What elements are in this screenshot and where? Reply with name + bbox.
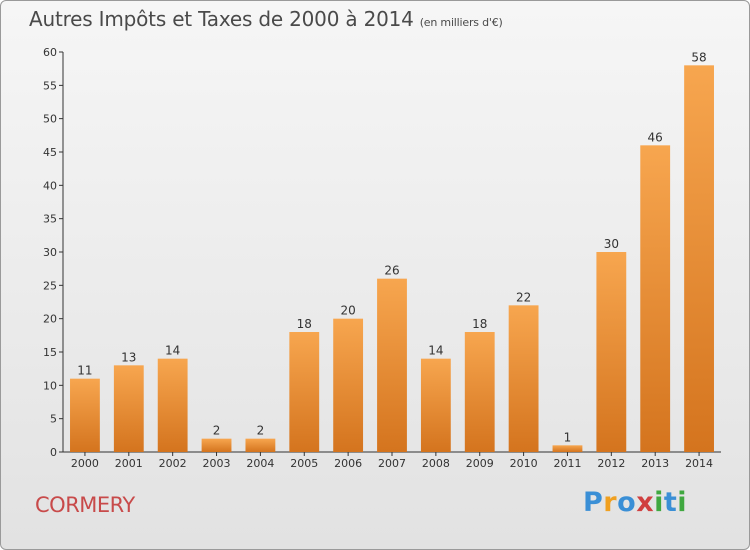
bar (684, 65, 714, 452)
bar (113, 365, 144, 452)
bar-value-label: 13 (121, 350, 136, 364)
x-tick-label: 2003 (203, 457, 231, 470)
chart-unit: (en milliers d'€) (419, 16, 503, 29)
bar (245, 438, 276, 452)
y-tick-label: 40 (43, 179, 57, 192)
brand-letter: i (654, 487, 664, 518)
bar (420, 358, 451, 452)
bar-value-label: 2 (213, 424, 221, 438)
bar-value-label: 20 (340, 304, 355, 318)
bar-value-label: 18 (297, 317, 312, 331)
brand-letter: i (677, 487, 688, 518)
bar (157, 358, 188, 452)
chart-title: Autres Impôts et Taxes de 2000 à 2014 (en… (29, 7, 503, 31)
x-tick-label: 2010 (510, 457, 538, 470)
x-tick-label: 2013 (641, 457, 669, 470)
bar (70, 378, 100, 452)
x-tick-label: 2008 (422, 457, 450, 470)
y-tick-label: 0 (50, 446, 57, 459)
y-tick-label: 5 (50, 413, 57, 426)
y-tick-label: 60 (43, 46, 57, 59)
y-tick-label: 20 (43, 313, 57, 326)
brand-letter: x (636, 487, 655, 518)
bar-value-label: 14 (165, 344, 180, 358)
x-tick-label: 2001 (115, 457, 143, 470)
brand-letter: t (663, 487, 678, 518)
y-tick-label: 45 (43, 146, 57, 159)
y-tick-label: 25 (43, 279, 57, 292)
y-tick-label: 15 (43, 346, 57, 359)
bar (333, 318, 364, 452)
bar (289, 332, 320, 452)
bar (596, 252, 627, 452)
bar (377, 278, 407, 452)
chart-axes: 0 5 10 15 20 25 30 35 40 45 50 55 60 2000 2001 2002 2003… (43, 46, 721, 470)
commune-name: CORMERY (35, 493, 135, 517)
bar-value-label: 46 (648, 130, 663, 144)
x-tick-label: 2000 (71, 457, 99, 470)
x-tick-label: 2007 (378, 457, 406, 470)
bar (552, 445, 583, 452)
y-tick-label: 35 (43, 213, 57, 226)
y-tick-label: 55 (43, 79, 57, 92)
x-tick-label: 2011 (553, 457, 581, 470)
proxiti-logo[interactable]: Proxiti (583, 487, 687, 518)
y-tick-label: 10 (43, 379, 57, 392)
bar (464, 332, 495, 452)
brand-letter: o (617, 487, 637, 518)
bar-value-label: 26 (384, 264, 399, 278)
bar-value-label: 2 (257, 424, 265, 438)
y-tick-label: 30 (43, 246, 57, 259)
x-tick-label: 2006 (334, 457, 362, 470)
x-tick-label: 2014 (685, 457, 713, 470)
x-tick-label: 2004 (246, 457, 274, 470)
bar-value-label: 30 (604, 237, 619, 251)
brand-letter: P (583, 487, 604, 518)
bar-value-label: 58 (691, 50, 706, 64)
bar (640, 145, 671, 453)
bar (201, 438, 232, 452)
bar-value-label: 14 (428, 344, 443, 358)
brand-letter: r (603, 487, 618, 518)
y-tick-label: 50 (43, 113, 57, 126)
chart-title-text: Autres Impôts et Taxes de 2000 à 2014 (29, 7, 414, 31)
x-tick-label: 2005 (290, 457, 318, 470)
x-tick-label: 2002 (159, 457, 187, 470)
x-tick-label: 2012 (597, 457, 625, 470)
bar (508, 305, 539, 452)
bar-value-label: 22 (516, 290, 531, 304)
bar-value-label: 18 (472, 317, 487, 331)
x-tick-label: 2009 (466, 457, 494, 470)
bar-value-label: 1 (564, 430, 572, 444)
bar-value-label: 11 (77, 364, 92, 378)
